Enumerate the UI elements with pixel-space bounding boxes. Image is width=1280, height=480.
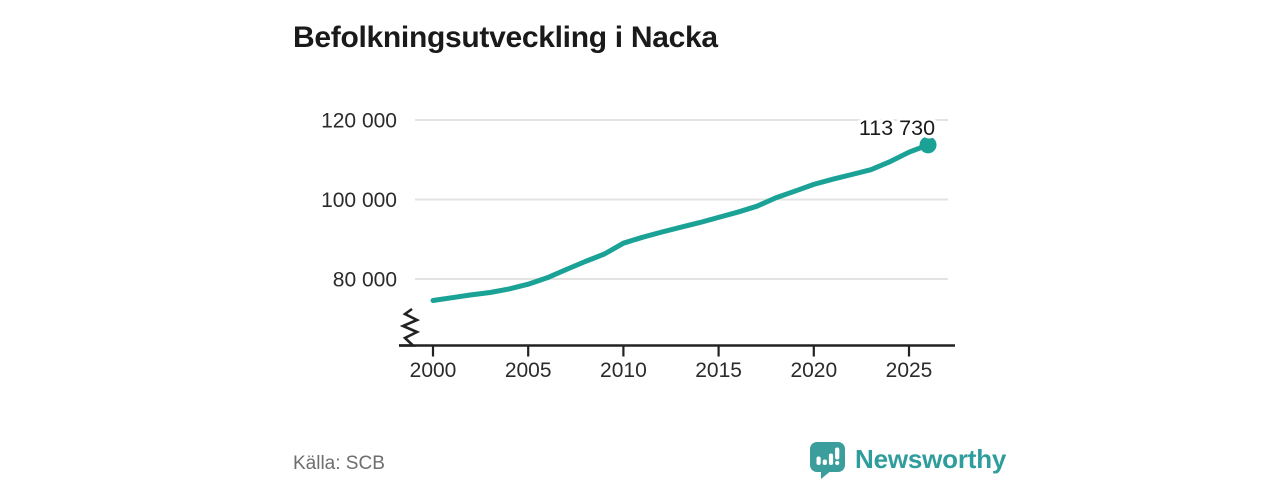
x-axis-tick-label: 2010	[600, 359, 647, 382]
y-axis-tick-label: 80 000	[333, 269, 397, 292]
source-note: Källa: SCB	[293, 453, 385, 474]
y-axis-tick-label: 100 000	[321, 189, 397, 212]
latest-point-marker	[919, 136, 937, 154]
x-axis-tick-label: 2015	[695, 359, 742, 382]
x-axis-group: 2000 2005 2010 2015 2020 2025	[399, 344, 955, 382]
gridlines-group	[415, 119, 948, 280]
population-line	[430, 142, 931, 303]
latest-value-label: 113 730	[859, 116, 935, 140]
newsworthy-logo-icon	[810, 442, 845, 479]
y-axis-tick-label: 120 000	[321, 110, 397, 133]
newsworthy-logo-text: Newsworthy	[855, 444, 1007, 474]
x-axis-tick-label: 2005	[505, 359, 552, 382]
x-axis-tick-label: 2020	[790, 359, 837, 382]
x-axis-tick-label: 2025	[886, 359, 933, 382]
x-axis-tick-label: 2000	[410, 359, 457, 382]
page-title: Befolkningsutveckling i Nacka	[293, 21, 718, 55]
annotation-group: 113 730	[855, 112, 938, 143]
y-axis-labels-group: 120 000 100 000 80 000	[321, 110, 397, 292]
newsworthy-logo: Newsworthy	[808, 440, 1006, 479]
axis-break-icon	[399, 307, 421, 347]
series-group	[430, 136, 937, 303]
